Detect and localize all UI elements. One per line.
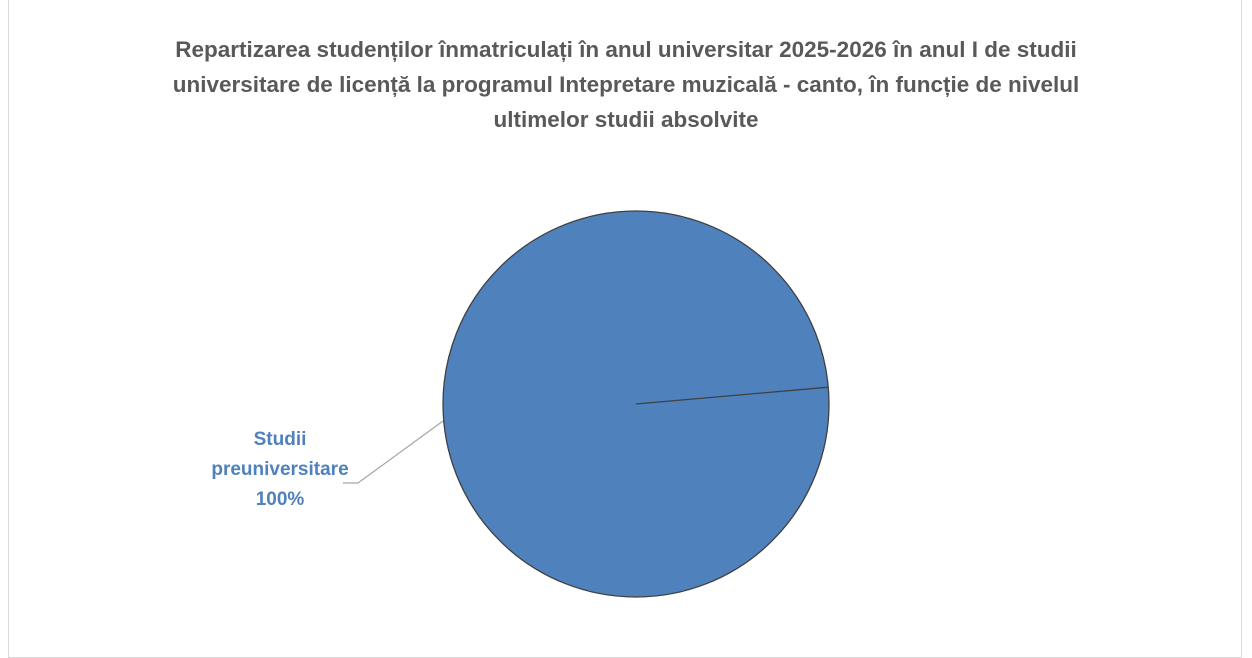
slice-value-label: 100% <box>255 489 305 510</box>
leader-line <box>343 420 444 484</box>
slice-edge <box>635 386 829 405</box>
slice-label: Studii preuniversitare <box>211 429 349 480</box>
chart-title: Repartizarea studenților înmatriculați î… <box>172 37 1080 132</box>
